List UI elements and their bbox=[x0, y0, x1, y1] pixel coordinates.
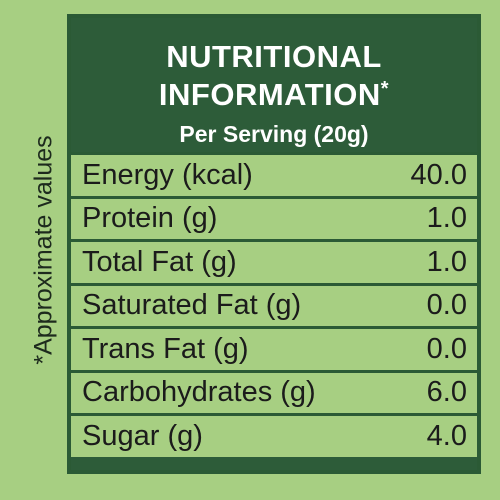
nutrient-name: Energy (kcal) bbox=[82, 158, 253, 191]
side-note: *Approximate values bbox=[29, 135, 58, 365]
serving-size: Per Serving (20g) bbox=[179, 121, 369, 147]
nutrient-name: Sugar (g) bbox=[82, 419, 203, 452]
title-mark: * bbox=[380, 78, 390, 100]
nutrient-name: Carbohydrates (g) bbox=[82, 376, 316, 409]
title: INFORMATION* bbox=[71, 73, 477, 111]
title-text: INFORMATION bbox=[158, 77, 381, 112]
table-row: Carbohydrates (g) 6.0 bbox=[71, 369, 477, 413]
nutrition-table: NUTRITIONAL INFORMATION* Per Serving (20… bbox=[67, 14, 481, 474]
table-row: Trans Fat (g) 0.0 bbox=[71, 326, 477, 370]
nutrient-value: 6.0 bbox=[426, 376, 467, 409]
nutrient-value: 0.0 bbox=[426, 332, 467, 365]
nutrient-value: 4.0 bbox=[426, 419, 467, 452]
table-row: Saturated Fat (g) 0.0 bbox=[71, 282, 477, 326]
table-row: Protein (g) 1.0 bbox=[71, 195, 477, 239]
title: NUTRITIONAL bbox=[166, 39, 382, 74]
table-row: Total Fat (g) 1.0 bbox=[71, 239, 477, 283]
nutrient-value: 40.0 bbox=[410, 158, 467, 191]
nutrient-name: Protein (g) bbox=[82, 202, 218, 235]
table-body: Energy (kcal) 40.0 Protein (g) 1.0 Total Fat… bbox=[71, 152, 477, 457]
nutrient-name: Saturated Fat (g) bbox=[82, 289, 302, 322]
nutrient-name: Total Fat (g) bbox=[82, 245, 237, 278]
table-row: Sugar (g) 4.0 bbox=[71, 413, 477, 457]
nutrient-name: Trans Fat (g) bbox=[82, 332, 249, 365]
table-row: Energy (kcal) 40.0 bbox=[71, 152, 477, 196]
nutrient-value: 0.0 bbox=[426, 289, 467, 322]
nutrient-value: 1.0 bbox=[426, 245, 467, 278]
nutrient-value: 1.0 bbox=[426, 202, 467, 235]
table-header: NUTRITIONAL INFORMATION* Per Serving (20… bbox=[71, 18, 477, 152]
